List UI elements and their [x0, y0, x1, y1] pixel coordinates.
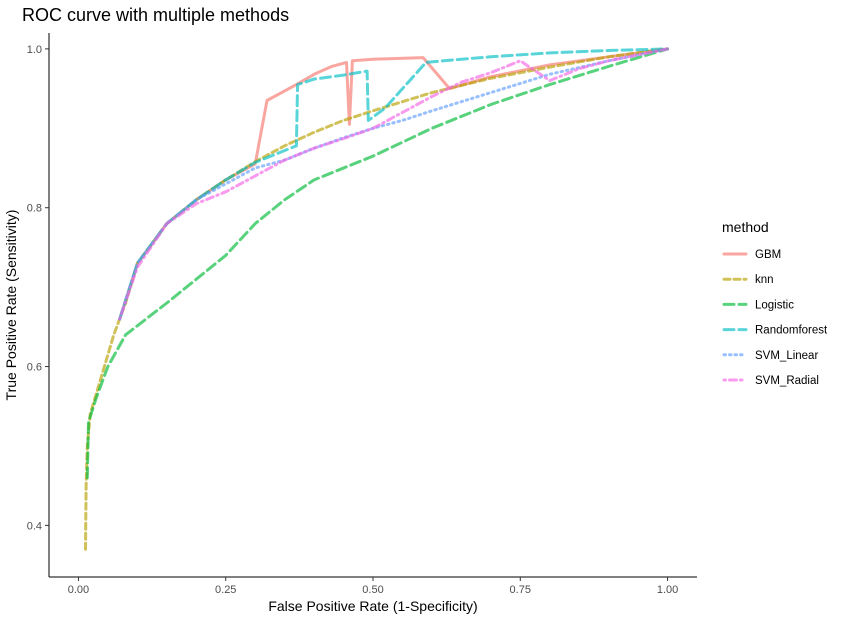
series-line-randomforest	[118, 47, 669, 321]
x-tick-label: 0.00	[68, 584, 89, 596]
y-axis-ticks: 0.4 0.6 0.8 1.0	[27, 44, 49, 532]
y-tick-label: 0.8	[27, 203, 42, 215]
x-tick-label: 0.25	[215, 584, 236, 596]
legend-item: GBM	[722, 249, 781, 261]
legend-label: GBM	[755, 249, 781, 261]
legend-item: knn	[722, 274, 774, 286]
chart-title: ROC curve with multiple methods	[22, 5, 289, 25]
legend-item: Randomforest	[722, 325, 828, 337]
legend-title: method	[722, 219, 769, 235]
x-tick-label: 0.75	[510, 584, 531, 596]
x-tick-label: 0.50	[362, 584, 383, 596]
y-tick-label: 1.0	[27, 44, 42, 56]
y-axis-title: True Positive Rate (Sensitivity)	[3, 210, 19, 401]
legend-item: Logistic	[722, 299, 794, 311]
series-line-gbm	[118, 47, 669, 321]
plot-area: 0.00 0.25 0.50 0.75 1.00 0.4 0.6 0.8 1.0	[27, 33, 697, 596]
series-line-svm-linear	[118, 47, 669, 321]
legend-label: knn	[755, 274, 774, 286]
legend-label: SVM_Radial	[755, 375, 819, 387]
series-line-logistic	[85, 47, 669, 480]
legend: method GBM knn Logistic Randomforest SVM_Lin…	[722, 219, 828, 387]
x-tick-label: 1.00	[657, 584, 678, 596]
legend-item: SVM_Linear	[722, 350, 818, 362]
legend-items: GBM knn Logistic Randomforest SVM_Linear SVM_…	[722, 249, 828, 387]
y-tick-label: 0.6	[27, 362, 42, 374]
legend-label: SVM_Linear	[755, 350, 818, 362]
legend-label: Logistic	[755, 299, 794, 311]
y-tick-label: 0.4	[27, 520, 42, 532]
series-lines	[84, 47, 669, 551]
series-line-svm-radial	[118, 47, 669, 321]
legend-item: SVM_Radial	[722, 375, 819, 387]
x-axis-title: False Positive Rate (1-Specificity)	[268, 598, 477, 614]
x-axis-ticks: 0.00 0.25 0.50 0.75 1.00	[68, 577, 678, 596]
legend-label: Randomforest	[755, 325, 828, 337]
